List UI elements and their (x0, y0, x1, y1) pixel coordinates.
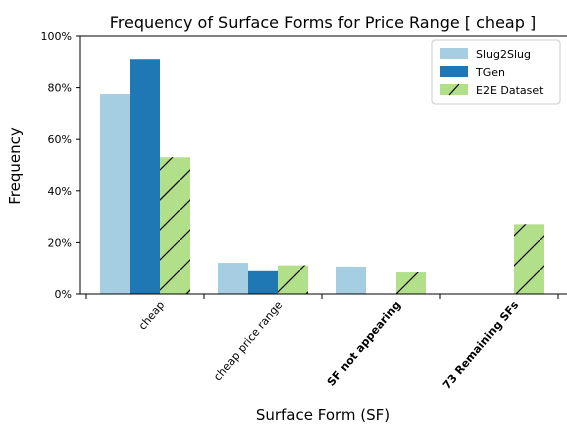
y-tick-label: 60% (48, 133, 72, 146)
y-tick-label: 20% (48, 236, 72, 249)
legend-label-tgen: TGen (475, 66, 505, 79)
bar-hatch-e2e-dataset-cheap-price-range (278, 265, 308, 294)
legend-label-e2e-dataset: E2E Dataset (476, 84, 544, 97)
y-axis-ticks: 0% 20% 40% 60% 80% 100% (41, 30, 80, 301)
bar-slug2slug-cheap (100, 94, 130, 294)
legend-label-slug2slug: Slug2Slug (476, 48, 531, 61)
bar-tgen-cheap (130, 59, 160, 294)
legend: Slug2Slug TGen E2E Dataset (431, 39, 561, 105)
legend-swatch-slug2slug (440, 48, 468, 59)
y-tick-label: 0% (55, 288, 72, 301)
bars (100, 59, 544, 294)
y-tick-label: 80% (48, 82, 72, 95)
y-tick-label: 100% (41, 30, 72, 43)
axes-frame (79, 35, 567, 295)
bar-slug2slug-sf-not-appearing (336, 266, 366, 294)
x-tick-label-cheap: cheap (136, 299, 168, 333)
legend-swatch-tgen (440, 66, 468, 77)
bar-tgen-cheap-price-range (248, 270, 278, 294)
legend-hatch-e2e-dataset (448, 83, 460, 96)
x-tick-label-73-remaining-sfs: 73 Remaining SFs (440, 298, 521, 392)
x-axis-ticks: cheap cheap price range SF not appearing 73… (85, 294, 559, 392)
y-tick-label: 40% (48, 185, 72, 198)
x-tick-label-sf-not-appearing: SF not appearing (325, 299, 404, 389)
y-axis-label: Frequency (6, 127, 24, 205)
x-tick-label-cheap-price-range: cheap price range (211, 298, 285, 383)
chart-title: Frequency of Surface Forms for Price Ran… (110, 13, 536, 32)
bar-hatch-e2e-dataset-cheap (160, 157, 190, 294)
bar-slug2slug-cheap-price-range (218, 263, 248, 294)
bar-hatch-e2e-dataset-73-remaining-sfs (514, 224, 544, 294)
x-axis-label: Surface Form (SF) (256, 406, 390, 424)
bar-hatch-e2e-dataset-sf-not-appearing (396, 272, 426, 294)
